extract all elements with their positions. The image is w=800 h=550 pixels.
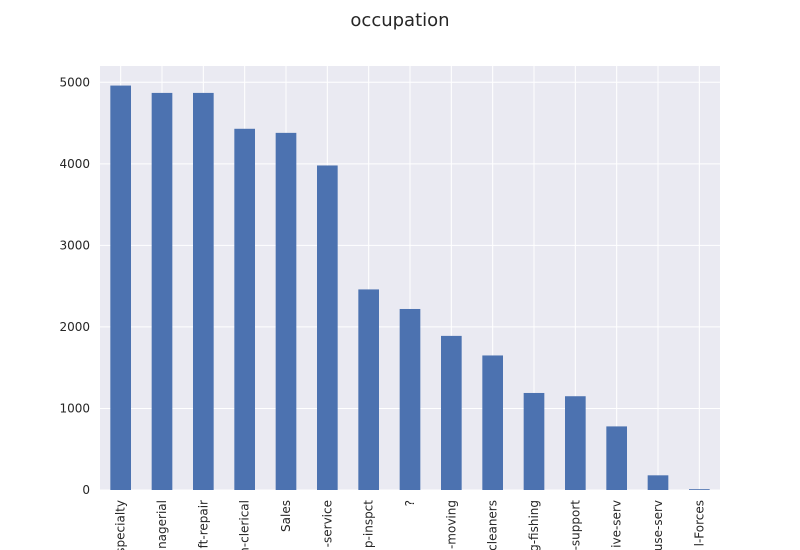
bar-1 bbox=[151, 92, 173, 491]
bar-14 bbox=[689, 489, 710, 490]
y-tick-label: 3000 bbox=[59, 238, 90, 252]
x-tick-label: -support bbox=[568, 500, 582, 550]
x-tick-label: -service bbox=[320, 500, 334, 547]
bars bbox=[110, 85, 710, 491]
bar-4 bbox=[275, 132, 297, 490]
chart-title: occupation bbox=[350, 10, 449, 31]
bar-7 bbox=[399, 308, 421, 490]
bar-10 bbox=[523, 392, 545, 490]
y-tick-label: 4000 bbox=[59, 157, 90, 171]
y-axis-ticks: 0 1000 2000 3000 4000 5000 bbox=[59, 75, 90, 497]
x-tick-label: specialty bbox=[114, 500, 128, 550]
bar-6 bbox=[358, 289, 379, 490]
bar-5 bbox=[317, 165, 338, 490]
bar-2 bbox=[193, 92, 214, 491]
x-tick-label: cleaners bbox=[486, 500, 500, 550]
y-tick-label: 0 bbox=[82, 483, 90, 497]
x-tick-label: g-fishing bbox=[527, 500, 541, 550]
x-tick-label: ive-serv bbox=[610, 500, 624, 548]
bar-12 bbox=[606, 426, 627, 490]
bar-8 bbox=[441, 335, 462, 490]
y-tick-label: 2000 bbox=[59, 320, 90, 334]
bar-11 bbox=[565, 396, 586, 490]
x-tick-label: ? bbox=[403, 500, 417, 506]
x-tick-label: ft-repair bbox=[196, 500, 210, 548]
y-tick-label: 1000 bbox=[59, 401, 90, 415]
x-axis-ticks: specialty nagerial ft-repair n-clerical Sale… bbox=[114, 500, 707, 550]
x-tick-label: p-inspct bbox=[362, 500, 376, 548]
y-tick-label: 5000 bbox=[59, 75, 90, 89]
bar-0 bbox=[110, 85, 131, 491]
x-tick-label: use-serv bbox=[651, 500, 665, 550]
x-tick-label: n-clerical bbox=[238, 500, 252, 550]
x-tick-label: -moving bbox=[444, 500, 458, 549]
bar-13 bbox=[647, 475, 669, 490]
x-tick-label: Sales bbox=[279, 500, 293, 532]
bar-9 bbox=[482, 355, 503, 490]
x-tick-label: l-Forces bbox=[692, 500, 706, 546]
x-tick-label: nagerial bbox=[155, 500, 169, 549]
bar-3 bbox=[234, 128, 255, 491]
